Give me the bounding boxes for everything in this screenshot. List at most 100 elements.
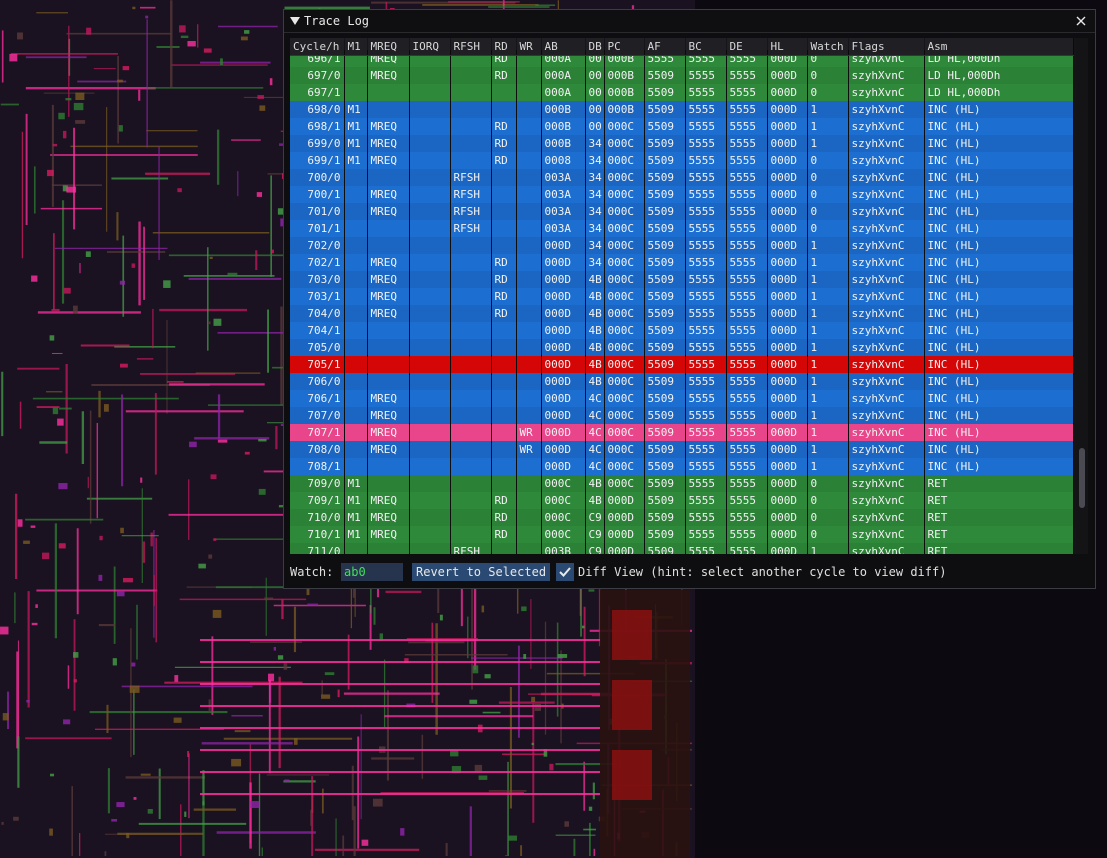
column-header-wr[interactable]: WR — [516, 38, 542, 56]
cell-bc: 5555 — [685, 322, 727, 339]
cell-db: 4C — [585, 424, 605, 441]
cell-de: 5555 — [726, 118, 768, 135]
trace-row[interactable]: 711/0 RFSH 003B C9 000D 5509 5555 5555 000D 1 szyh… — [290, 543, 1074, 554]
trace-row[interactable]: 697/1 000A 00 000B 5509 5555 5555 000D 0 szyhXvnC… — [290, 84, 1074, 101]
column-header-iorq[interactable]: IORQ — [409, 38, 451, 56]
cell-flags: szyhXvnC — [848, 475, 925, 492]
cell-asm: INC (HL) — [924, 152, 1074, 169]
watch-input[interactable] — [341, 563, 403, 581]
cell-watch: 0 — [807, 526, 849, 543]
column-header-de[interactable]: DE — [726, 38, 768, 56]
trace-row[interactable]: 699/0 M1 MREQ RD 000B 34 000C 5509 5555 5555 000D 1… — [290, 135, 1074, 152]
cell-bc: 5555 — [685, 407, 727, 424]
cell-pc: 000C — [604, 203, 645, 220]
cell-hl: 000D — [767, 492, 808, 509]
revert-to-selected-button[interactable]: Revert to Selected — [412, 563, 551, 581]
column-header-pc[interactable]: PC — [604, 38, 645, 56]
cell-cycle-h: 710/0 — [290, 509, 345, 526]
trace-row[interactable]: 705/1 000D 4B 000C 5509 5555 5555 000D 1 szyhXvnC… — [290, 356, 1074, 373]
cell-db: 4B — [585, 475, 605, 492]
trace-row[interactable]: 697/0 MREQ RD 000A 00 000B 5509 5555 5555 000D 0 sz… — [290, 67, 1074, 84]
column-header-hl[interactable]: HL — [767, 38, 808, 56]
cell-hl: 000D — [767, 509, 808, 526]
cell-pc: 000C — [604, 424, 645, 441]
window-titlebar[interactable]: Trace Log — [284, 10, 1095, 33]
cell-wr — [516, 322, 542, 339]
cell-bc: 5555 — [685, 152, 727, 169]
trace-row[interactable]: 709/0 M1 000C 4B 000C 5509 5555 5555 000D 0 szyhXv… — [290, 475, 1074, 492]
trace-row[interactable]: 701/0 MREQ RFSH 003A 34 000C 5509 5555 5555 000D 0… — [290, 203, 1074, 220]
diff-view-checkbox[interactable] — [556, 563, 574, 581]
triangle-down-icon[interactable] — [288, 10, 302, 32]
cell-ab: 0008 — [541, 152, 586, 169]
trace-table-area[interactable]: 696/1 MREQ RD 000A 00 000B 5555 5555 5555 000D 0 sz… — [290, 38, 1076, 554]
trace-row[interactable]: 708/0 MREQ WR 000D 4C 000C 5509 5555 5555 000D 1 sz… — [290, 441, 1074, 458]
trace-row[interactable]: 701/1 RFSH 003A 34 000C 5509 5555 5555 000D 0 szyh… — [290, 220, 1074, 237]
trace-row[interactable]: 703/1 MREQ RD 000D 4B 000C 5509 5555 5555 000D 1 sz… — [290, 288, 1074, 305]
column-header-rfsh[interactable]: RFSH — [450, 38, 492, 56]
cell-de: 5555 — [726, 543, 768, 554]
cell-de: 5555 — [726, 101, 768, 118]
column-header-flags[interactable]: Flags — [848, 38, 925, 56]
cell-de: 5555 — [726, 288, 768, 305]
trace-row[interactable]: 703/0 MREQ RD 000D 4B 000C 5509 5555 5555 000D 1 sz… — [290, 271, 1074, 288]
trace-row[interactable]: 710/0 M1 MREQ RD 000C C9 000D 5509 5555 5555 000D 0… — [290, 509, 1074, 526]
scrollbar-thumb[interactable] — [1079, 448, 1085, 508]
trace-row[interactable]: 702/0 000D 34 000C 5509 5555 5555 000D 1 szyhXvnC… — [290, 237, 1074, 254]
cell-flags: szyhXvnC — [848, 407, 925, 424]
column-header-m1[interactable]: M1 — [344, 38, 368, 56]
trace-row[interactable]: 709/1 M1 MREQ RD 000C 4B 000D 5509 5555 5555 000D 0… — [290, 492, 1074, 509]
trace-row[interactable]: 704/0 MREQ RD 000D 4B 000C 5509 5555 5555 000D 1 sz… — [290, 305, 1074, 322]
cell-asm: INC (HL) — [924, 271, 1074, 288]
trace-row[interactable]: 704/1 000D 4B 000C 5509 5555 5555 000D 1 szyhXvnC… — [290, 322, 1074, 339]
bottom-toolbar: Watch: Revert to Selected Diff View (hin… — [290, 562, 1089, 582]
cell-rfsh — [450, 373, 492, 390]
trace-row[interactable]: 705/0 000D 4B 000C 5509 5555 5555 000D 1 szyhXvnC… — [290, 339, 1074, 356]
cell-db: 4B — [585, 373, 605, 390]
cell-bc: 5555 — [685, 135, 727, 152]
trace-row[interactable]: 706/0 000D 4B 000C 5509 5555 5555 000D 1 szyhXvnC… — [290, 373, 1074, 390]
trace-row[interactable]: 702/1 MREQ RD 000D 34 000C 5509 5555 5555 000D 1 sz… — [290, 254, 1074, 271]
cell-rd — [491, 220, 517, 237]
cell-asm: INC (HL) — [924, 220, 1074, 237]
trace-row[interactable]: 710/1 M1 MREQ RD 000C C9 000D 5509 5555 5555 000D 0… — [290, 526, 1074, 543]
cell-hl: 000D — [767, 339, 808, 356]
cell-flags: szyhXvnC — [848, 288, 925, 305]
column-header-ab[interactable]: AB — [541, 38, 586, 56]
trace-row[interactable]: 700/0 RFSH 003A 34 000C 5509 5555 5555 000D 0 szyh… — [290, 169, 1074, 186]
trace-row[interactable]: 707/0 MREQ 000D 4C 000C 5509 5555 5555 000D 1 szyh… — [290, 407, 1074, 424]
column-header-af[interactable]: AF — [644, 38, 686, 56]
column-header-asm[interactable]: Asm — [924, 38, 1074, 56]
trace-row[interactable]: 708/1 000D 4C 000C 5509 5555 5555 000D 1 szyhXvnC… — [290, 458, 1074, 475]
column-header-rd[interactable]: RD — [491, 38, 517, 56]
cell-pc: 000C — [604, 339, 645, 356]
cell-af: 5509 — [644, 373, 686, 390]
cell-iorq — [409, 373, 451, 390]
column-header-cycle-h[interactable]: Cycle/h — [290, 38, 345, 56]
close-icon[interactable] — [1075, 10, 1089, 32]
trace-row[interactable]: 707/1 MREQ WR 000D 4C 000C 5509 5555 5555 000D 1 sz… — [290, 424, 1074, 441]
cell-ab: 000D — [541, 339, 586, 356]
cell-af: 5509 — [644, 186, 686, 203]
cell-af: 5509 — [644, 67, 686, 84]
cell-rfsh — [450, 441, 492, 458]
trace-row[interactable]: 698/0 M1 000B 00 000B 5509 5555 5555 000D 1 szyhXv… — [290, 101, 1074, 118]
column-header-db[interactable]: DB — [585, 38, 605, 56]
cell-db: C9 — [585, 543, 605, 554]
table-scrollbar[interactable] — [1076, 38, 1088, 554]
cell-flags: szyhXvnC — [848, 203, 925, 220]
cell-watch: 1 — [807, 356, 849, 373]
cell-db: C9 — [585, 526, 605, 543]
cell-cycle-h: 701/1 — [290, 220, 345, 237]
trace-row[interactable]: 698/1 M1 MREQ RD 000B 00 000C 5509 5555 5555 000D 1… — [290, 118, 1074, 135]
trace-row[interactable]: 700/1 MREQ RFSH 003A 34 000C 5509 5555 5555 000D 0… — [290, 186, 1074, 203]
cell-rfsh — [450, 475, 492, 492]
column-header-bc[interactable]: BC — [685, 38, 727, 56]
cell-iorq — [409, 441, 451, 458]
column-header-mreq[interactable]: MREQ — [367, 38, 410, 56]
trace-row[interactable]: 706/1 MREQ 000D 4C 000C 5509 5555 5555 000D 1 szyh… — [290, 390, 1074, 407]
trace-row[interactable]: 699/1 M1 MREQ RD 0008 34 000C 5509 5555 5555 000D 0… — [290, 152, 1074, 169]
column-header-watch[interactable]: Watch — [807, 38, 849, 56]
cell-iorq — [409, 526, 451, 543]
cell-pc: 000C — [604, 186, 645, 203]
